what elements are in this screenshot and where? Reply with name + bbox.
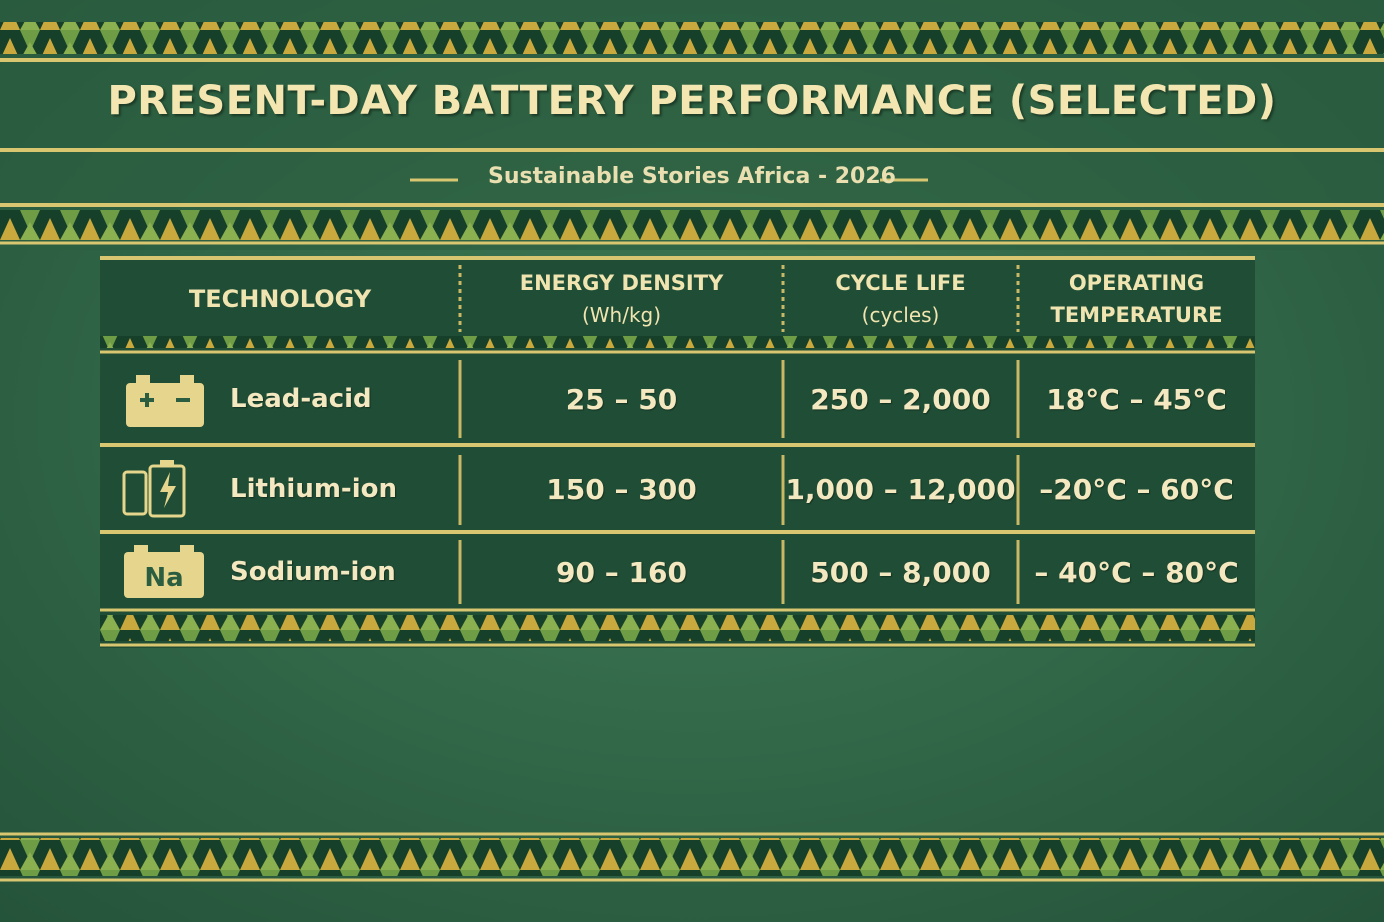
lithium-ion-icon [122, 460, 186, 518]
technology-name: Lithium-ion [230, 474, 398, 504]
column-header: OPERATING TEMPERATURE [1018, 264, 1255, 334]
column-header: TECHNOLOGY [100, 264, 460, 334]
pattern-band [0, 22, 1384, 54]
technology-name: Sodium-ion [230, 557, 396, 587]
header-dividers [458, 265, 1020, 332]
header-line: (cycles) [861, 303, 940, 327]
column-header: CYCLE LIFE (cycles) [783, 264, 1018, 334]
cell-value: 90 – 160 [556, 555, 687, 589]
icon-label: Na [144, 563, 183, 593]
cell-value: 250 – 2,000 [810, 382, 991, 416]
cell-value: – 40°C – 80°C [1034, 555, 1239, 589]
subtitle: Sustainable Stories Africa - 2026 [488, 164, 896, 189]
table-frame [100, 258, 1255, 648]
cell-value: –20°C – 60°C [1039, 472, 1234, 506]
header-line: CYCLE LIFE [835, 271, 966, 295]
column-header: ENERGY DENSITY (Wh/kg) [460, 264, 783, 334]
cell-value: 25 – 50 [565, 382, 678, 416]
technology-name: Lead-acid [230, 384, 372, 414]
lead-acid-icon [126, 375, 204, 427]
title: PRESENT-DAY BATTERY PERFORMANCE (SELECTE… [107, 78, 1277, 124]
header-line: OPERATING [1068, 271, 1205, 295]
header-line: (Wh/kg) [581, 303, 662, 327]
cell-value: 1,000 – 12,000 [785, 472, 1016, 506]
header-line: TEMPERATURE [1050, 303, 1223, 327]
column-dividers [458, 360, 1020, 604]
header-line: TECHNOLOGY [188, 285, 372, 313]
sodium-ion-icon: Na [124, 545, 204, 598]
pattern-band [0, 838, 1384, 876]
pattern-band [100, 336, 1255, 348]
cell-value: 150 – 300 [546, 472, 697, 506]
pattern-band [100, 615, 1255, 641]
pattern-band [0, 210, 1384, 240]
header-line: ENERGY DENSITY [519, 271, 724, 295]
cell-value: 500 – 8,000 [810, 555, 991, 589]
cell-value: 18°C – 45°C [1046, 382, 1227, 416]
